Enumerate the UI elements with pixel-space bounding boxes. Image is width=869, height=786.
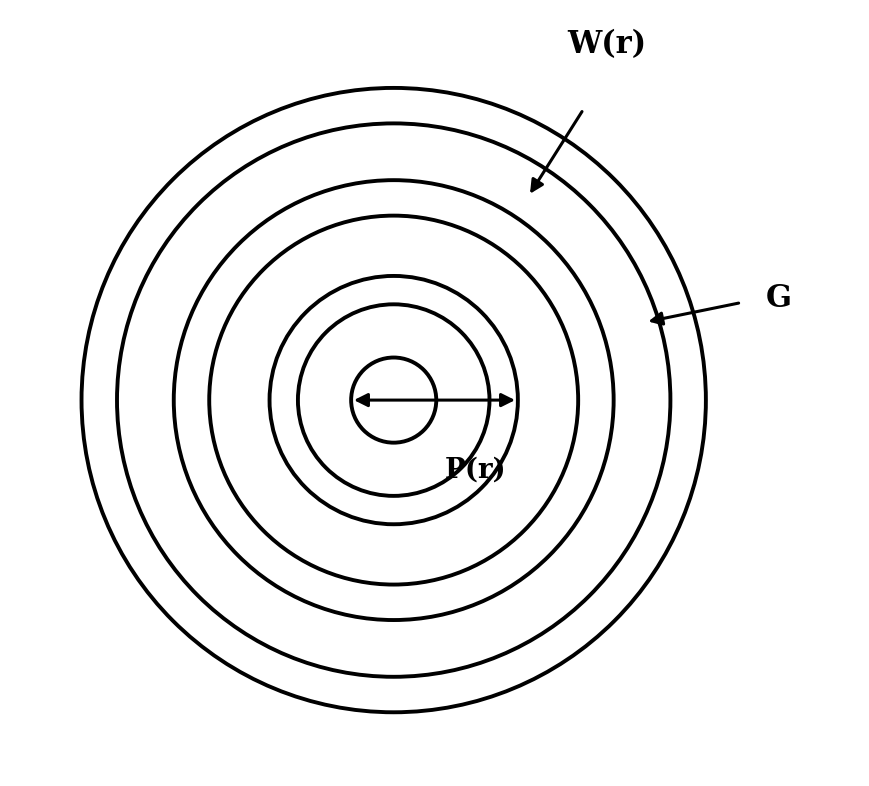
Text: G: G [766, 284, 793, 314]
Text: W(r): W(r) [567, 28, 647, 60]
Text: P(r): P(r) [444, 457, 506, 484]
